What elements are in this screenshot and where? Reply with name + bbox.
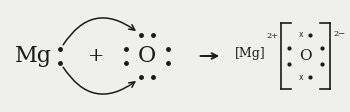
Text: O: O: [299, 49, 312, 63]
Text: 2−: 2−: [334, 30, 346, 38]
Text: Mg: Mg: [15, 45, 52, 67]
Text: [Mg]: [Mg]: [234, 47, 265, 60]
Text: x: x: [299, 72, 303, 82]
Text: x: x: [299, 30, 303, 40]
Text: +: +: [88, 47, 105, 65]
Text: 2+: 2+: [267, 32, 279, 40]
Text: O: O: [138, 45, 156, 67]
